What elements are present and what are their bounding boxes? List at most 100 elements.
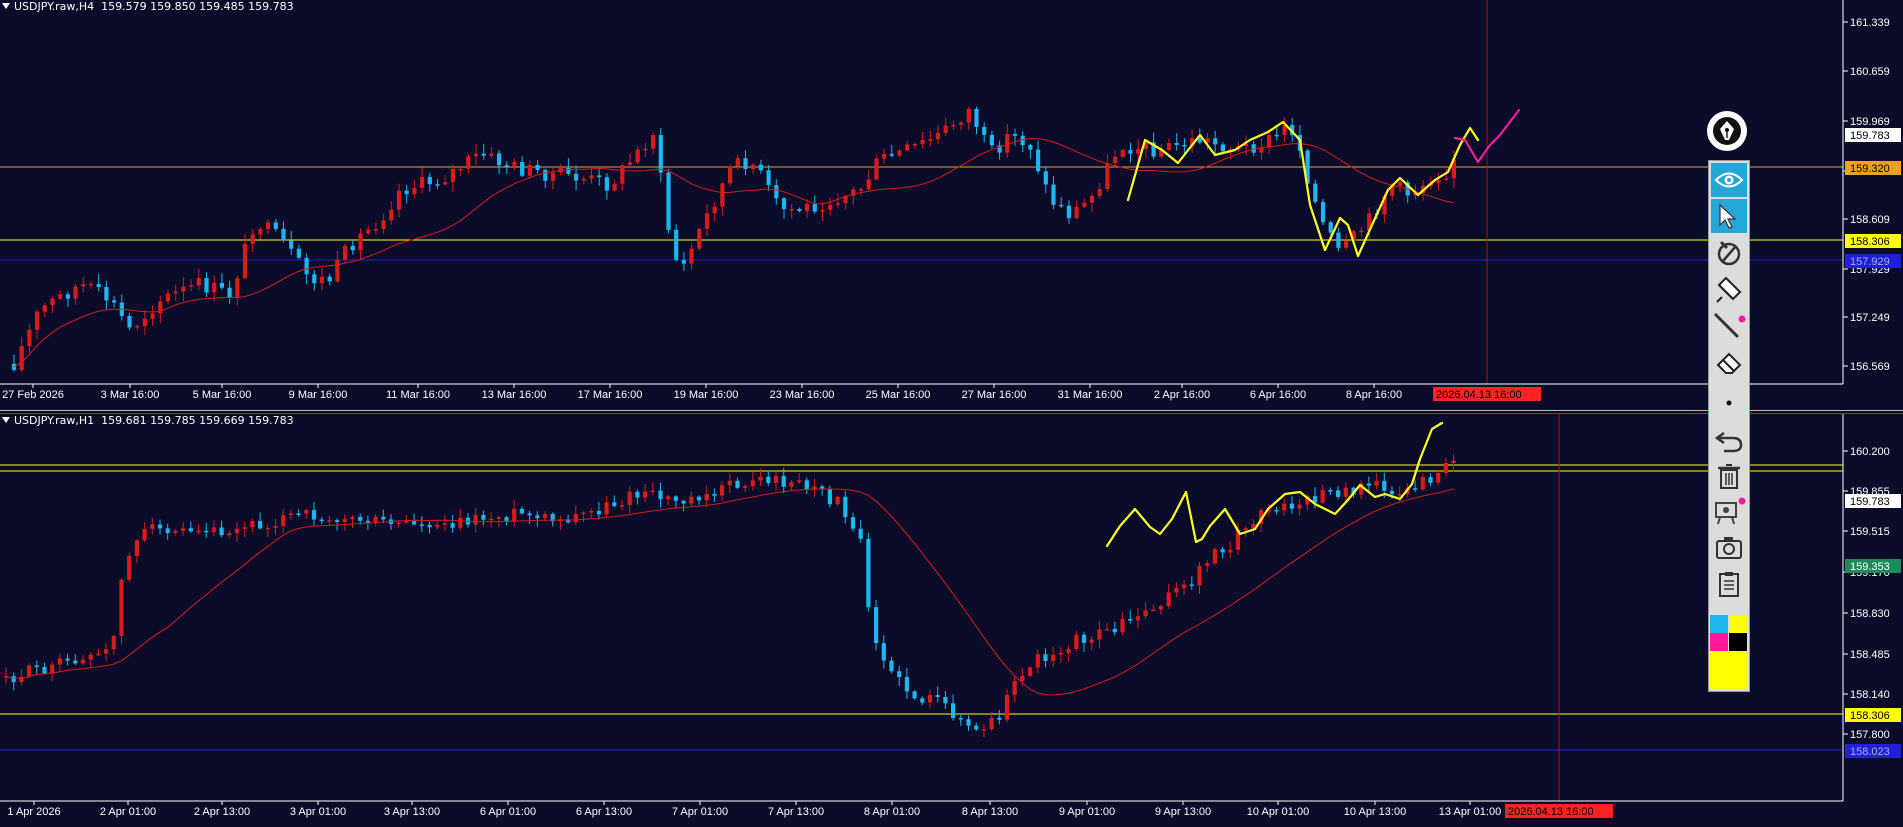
candle-body: [281, 228, 286, 241]
candle-body: [519, 508, 524, 514]
color-swatch-black[interactable]: [1729, 633, 1747, 651]
camera-icon[interactable]: [1711, 531, 1747, 565]
projector-icon[interactable]: [1711, 495, 1747, 529]
candle-body: [958, 718, 963, 720]
candle-body: [242, 243, 248, 279]
candle-body: [504, 165, 509, 167]
time-label: 7 Apr 13:00: [768, 806, 824, 818]
color-swatch-yellow[interactable]: [1729, 615, 1747, 633]
price-label: 156.569: [1850, 361, 1890, 373]
candle-body: [720, 183, 725, 207]
candle-body: [104, 286, 109, 301]
time-label: 13 Mar 16:00: [482, 389, 547, 401]
candle-body: [1344, 240, 1349, 248]
candle-body: [1336, 490, 1341, 497]
candle-body: [543, 169, 548, 181]
candle-body: [373, 516, 378, 524]
candle-body: [1020, 675, 1025, 682]
candle-body: [1305, 150, 1310, 184]
time-label: 5 Mar 16:00: [193, 389, 252, 401]
candle-body: [1097, 189, 1102, 196]
candle-body: [735, 480, 740, 488]
candle-body: [1220, 549, 1225, 553]
candle-body: [943, 696, 948, 704]
green-level-tag: 159.353: [1850, 561, 1890, 573]
candle-body: [1243, 528, 1248, 530]
eraser-icon[interactable]: [1711, 345, 1747, 379]
time-label: 13 Apr 01:00: [1439, 806, 1501, 818]
candle-body: [527, 513, 532, 516]
candle-body: [35, 311, 40, 330]
candle-body: [1312, 496, 1318, 503]
candle-body: [181, 286, 186, 292]
candle-body: [435, 184, 440, 186]
crosshair-time-tag-bg: [1433, 387, 1541, 401]
candle-body: [204, 530, 209, 533]
candle-body: [258, 229, 263, 235]
candle-body: [604, 177, 609, 191]
h4-chart-canvas[interactable]: 161.339 160.659 159.969 159.320 158.609 157.9…: [0, 0, 1903, 410]
candle-body: [443, 182, 448, 185]
color-swatch-cyan[interactable]: [1710, 615, 1728, 633]
candle-body: [111, 635, 116, 650]
dot-icon[interactable]: [1711, 393, 1747, 413]
trash-icon[interactable]: [1711, 459, 1747, 493]
cursor-icon[interactable]: [1711, 199, 1747, 233]
time-label: 27 Feb 2026: [2, 389, 64, 401]
candle-body: [327, 520, 332, 522]
candle-body: [1305, 496, 1310, 505]
candle-body: [142, 528, 147, 541]
candle-body: [458, 517, 463, 528]
candle-body: [358, 516, 363, 521]
candle-body: [289, 240, 294, 249]
candle-body: [373, 229, 378, 231]
candle-body: [1189, 584, 1194, 587]
candle-body: [1059, 204, 1064, 207]
candle-body: [389, 209, 394, 221]
candle-body: [350, 245, 355, 251]
price-label: 157.249: [1850, 312, 1890, 324]
candle-body: [612, 183, 617, 191]
candle-body: [419, 524, 424, 526]
h1-chart-canvas[interactable]: 160.200159.855159.515159.170158.830158.4…: [0, 414, 1903, 827]
undo-icon[interactable]: [1711, 423, 1747, 457]
clipboard-icon[interactable]: [1711, 567, 1747, 601]
line-icon[interactable]: [1711, 309, 1747, 343]
collapse-triangle-icon[interactable]: [2, 417, 10, 423]
moving-average-line: [5, 488, 1455, 696]
candle-body: [242, 527, 247, 529]
price-label: 161.339: [1850, 17, 1890, 29]
candle-body: [442, 523, 447, 525]
candle-body: [566, 519, 571, 523]
price-label: 160.200: [1850, 446, 1890, 458]
time-label: 10 Apr 13:00: [1344, 806, 1406, 818]
candle-body: [365, 520, 370, 524]
candle-body: [581, 512, 586, 515]
candle-body: [712, 206, 717, 214]
candle-body: [227, 287, 232, 298]
candle-body: [835, 496, 840, 505]
candle-body: [589, 175, 594, 179]
candle-body: [1274, 134, 1279, 137]
h4-header-text: USDJPY.raw,H4 159.579 159.850 159.485 15…: [14, 0, 294, 13]
candle-body: [235, 278, 240, 298]
candle-body: [1266, 509, 1271, 512]
h4-chart-pane[interactable]: 161.339 160.659 159.969 159.320 158.609 157.9…: [0, 0, 1903, 410]
no-draw-icon[interactable]: [1711, 237, 1747, 271]
candle-body: [697, 228, 702, 249]
h1-chart-pane[interactable]: 160.200159.855159.515159.170158.830158.4…: [0, 414, 1903, 827]
current-price-tag: 159.783: [1850, 130, 1890, 142]
eye-icon[interactable]: [1711, 163, 1747, 197]
pen-logo-icon[interactable]: [1707, 111, 1747, 151]
h1-header-text: USDJPY.raw,H1 159.681 159.785 159.669 15…: [14, 414, 294, 427]
candle-body: [704, 213, 710, 229]
candle-body: [874, 607, 879, 644]
current-color-preview[interactable]: [1710, 652, 1747, 689]
candle-body: [566, 167, 571, 174]
collapse-triangle-icon[interactable]: [2, 3, 10, 9]
color-swatch-magenta[interactable]: [1710, 633, 1728, 651]
marker-icon[interactable]: [1711, 273, 1747, 307]
candle-body: [866, 538, 871, 608]
candle-body: [1120, 150, 1125, 157]
candle-body: [65, 294, 70, 299]
